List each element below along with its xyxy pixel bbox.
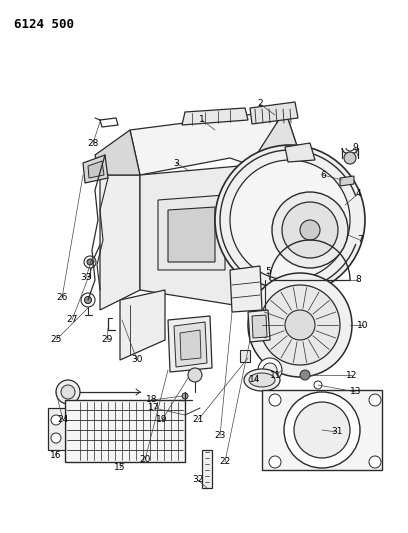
Circle shape xyxy=(300,220,320,240)
Ellipse shape xyxy=(244,369,280,391)
Text: 17: 17 xyxy=(148,403,160,413)
Circle shape xyxy=(269,394,281,406)
Circle shape xyxy=(282,202,338,258)
Polygon shape xyxy=(250,110,300,310)
Polygon shape xyxy=(180,330,201,360)
Circle shape xyxy=(260,285,340,365)
Ellipse shape xyxy=(249,373,275,387)
Circle shape xyxy=(285,310,315,340)
Circle shape xyxy=(369,456,381,468)
Polygon shape xyxy=(168,316,212,372)
Polygon shape xyxy=(252,315,267,338)
Text: 24: 24 xyxy=(58,416,69,424)
Text: 8: 8 xyxy=(355,276,361,285)
Text: 22: 22 xyxy=(220,457,231,466)
Polygon shape xyxy=(88,161,104,178)
Text: 6: 6 xyxy=(320,171,326,180)
Text: 4: 4 xyxy=(355,190,361,198)
Circle shape xyxy=(369,394,381,406)
Text: 13: 13 xyxy=(350,387,362,397)
Text: 30: 30 xyxy=(131,356,143,365)
Text: 21: 21 xyxy=(192,416,204,424)
Text: 6124 500: 6124 500 xyxy=(14,18,74,31)
Circle shape xyxy=(272,192,348,268)
Polygon shape xyxy=(340,176,354,186)
Text: 25: 25 xyxy=(50,335,62,344)
Text: 33: 33 xyxy=(80,273,92,282)
Circle shape xyxy=(248,273,352,377)
Polygon shape xyxy=(262,390,382,470)
Text: 12: 12 xyxy=(346,370,358,379)
Text: 32: 32 xyxy=(192,475,204,484)
Circle shape xyxy=(314,381,322,389)
Circle shape xyxy=(61,385,75,399)
Polygon shape xyxy=(158,195,225,270)
Text: 26: 26 xyxy=(56,294,68,303)
Circle shape xyxy=(56,380,80,404)
Circle shape xyxy=(300,370,310,380)
Polygon shape xyxy=(130,110,300,175)
Text: 20: 20 xyxy=(139,456,151,464)
Text: 28: 28 xyxy=(87,139,99,148)
Text: 2: 2 xyxy=(257,100,263,109)
Polygon shape xyxy=(100,175,140,310)
Text: 31: 31 xyxy=(331,427,343,437)
Circle shape xyxy=(230,160,350,280)
Circle shape xyxy=(84,296,91,303)
Text: 5: 5 xyxy=(265,268,271,277)
Circle shape xyxy=(84,256,96,268)
Circle shape xyxy=(215,145,365,295)
Polygon shape xyxy=(120,290,165,360)
Text: 27: 27 xyxy=(67,316,78,325)
Circle shape xyxy=(87,259,93,265)
Polygon shape xyxy=(168,207,215,262)
Circle shape xyxy=(344,152,356,164)
Polygon shape xyxy=(240,350,250,362)
Polygon shape xyxy=(48,408,65,450)
Circle shape xyxy=(263,363,277,377)
Polygon shape xyxy=(95,130,140,175)
Text: 11: 11 xyxy=(270,370,282,379)
Circle shape xyxy=(81,293,95,307)
Text: 15: 15 xyxy=(114,464,126,472)
Text: 7: 7 xyxy=(357,236,363,245)
Text: 10: 10 xyxy=(357,320,369,329)
Polygon shape xyxy=(202,450,212,488)
Text: 9: 9 xyxy=(352,143,358,152)
Text: 18: 18 xyxy=(146,395,158,405)
Text: 16: 16 xyxy=(50,451,62,461)
Text: 14: 14 xyxy=(249,376,261,384)
Circle shape xyxy=(284,392,360,468)
Circle shape xyxy=(51,433,61,443)
Circle shape xyxy=(182,393,188,399)
Polygon shape xyxy=(285,143,315,162)
Polygon shape xyxy=(248,310,270,342)
Text: 1: 1 xyxy=(199,116,205,125)
Text: 29: 29 xyxy=(101,335,113,344)
Polygon shape xyxy=(250,102,298,124)
Text: 3: 3 xyxy=(173,158,179,167)
Polygon shape xyxy=(65,400,185,462)
Text: 19: 19 xyxy=(156,416,168,424)
Polygon shape xyxy=(83,155,108,183)
Polygon shape xyxy=(174,322,207,367)
Polygon shape xyxy=(230,266,262,312)
Polygon shape xyxy=(140,165,265,310)
Circle shape xyxy=(188,368,202,382)
Circle shape xyxy=(294,402,350,458)
Circle shape xyxy=(51,415,61,425)
Circle shape xyxy=(269,456,281,468)
Text: 23: 23 xyxy=(214,432,226,440)
Polygon shape xyxy=(182,108,248,125)
Circle shape xyxy=(258,358,282,382)
